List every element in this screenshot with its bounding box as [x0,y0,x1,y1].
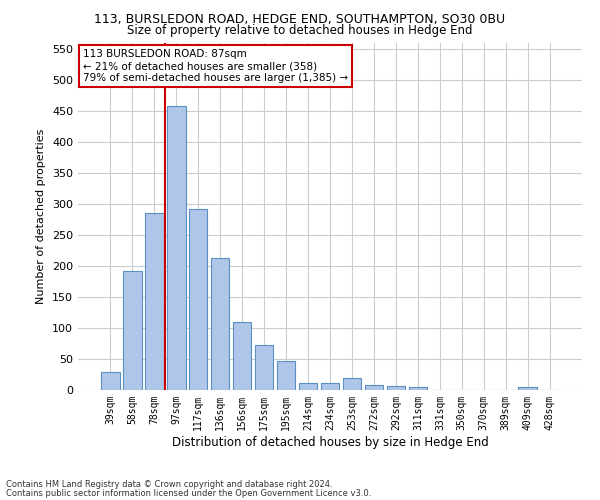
Text: Contains public sector information licensed under the Open Government Licence v3: Contains public sector information licen… [6,488,371,498]
Bar [343,378,361,390]
Text: Contains HM Land Registry data © Crown copyright and database right 2024.: Contains HM Land Registry data © Crown c… [6,480,332,489]
Bar [167,106,185,390]
Bar [101,372,119,390]
Text: 113, BURSLEDON ROAD, HEDGE END, SOUTHAMPTON, SO30 0BU: 113, BURSLEDON ROAD, HEDGE END, SOUTHAMP… [94,12,506,26]
Bar [255,344,274,390]
Bar [233,322,251,390]
Bar [365,385,383,390]
X-axis label: Distribution of detached houses by size in Hedge End: Distribution of detached houses by size … [172,436,488,448]
Bar [299,382,317,390]
Bar [277,362,295,390]
Bar [386,386,405,390]
Text: 113 BURSLEDON ROAD: 87sqm
← 21% of detached houses are smaller (358)
79% of semi: 113 BURSLEDON ROAD: 87sqm ← 21% of detac… [83,50,348,82]
Bar [409,387,427,390]
Bar [145,213,164,390]
Bar [211,258,229,390]
Bar [518,387,537,390]
Bar [123,272,142,390]
Bar [189,210,208,390]
Y-axis label: Number of detached properties: Number of detached properties [37,128,46,304]
Text: Size of property relative to detached houses in Hedge End: Size of property relative to detached ho… [127,24,473,37]
Bar [320,382,340,390]
